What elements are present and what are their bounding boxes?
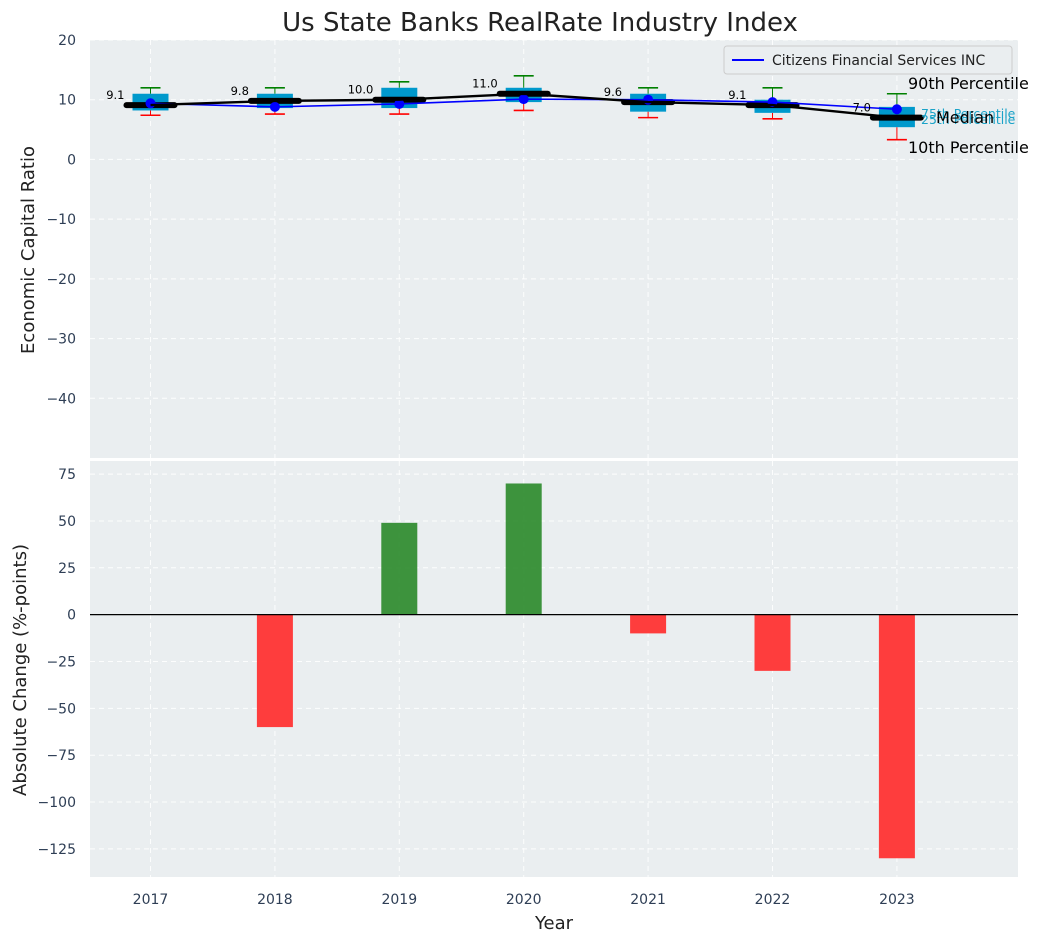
top-gridlines [90, 39, 1018, 458]
x-axis-title: Year [534, 913, 574, 934]
bottom-y-tick-label: 75 [58, 467, 76, 483]
change-bar-2023 [878, 614, 915, 859]
top-y-tick-label: −40 [46, 391, 76, 407]
median-label-2021: 9.6 [604, 85, 622, 99]
top-panel-background [90, 40, 1018, 458]
x-tick-label-2023: 2023 [879, 892, 915, 908]
top-y-tick-label: 20 [58, 33, 76, 49]
median-label-2023: 7.0 [853, 101, 871, 115]
bottom-y-tick-label: −100 [38, 795, 76, 811]
annotation-p90: 90th Percentile [908, 74, 1029, 93]
median-label-2017: 9.1 [106, 88, 124, 102]
median-label-2020: 11.0 [472, 77, 498, 91]
median-labels: 9.1 9.8 10.0 11.0 9.6 9.1 7.0 [106, 77, 871, 115]
top-y-tick-label: −10 [46, 212, 76, 228]
top-y-axis-title: Economic Capital Ratio [18, 146, 39, 354]
legend-box [723, 45, 1013, 75]
change-bar-2019 [381, 522, 418, 615]
annotation-p75: 75th Percentile [921, 106, 1016, 121]
change-bar-2018 [256, 614, 293, 728]
legend[interactable]: Citizens Financial Services INC [723, 45, 1013, 75]
x-tick-label-2018: 2018 [257, 892, 293, 908]
percentile-annotations: 90th Percentile 75th Percentile 25th Per… [908, 74, 1029, 157]
top-y-tick-label: −30 [46, 332, 76, 348]
bottom-y-tick-label: −125 [38, 842, 76, 858]
change-bars [256, 483, 915, 859]
legend-label: Citizens Financial Services INC [772, 53, 985, 69]
top-y-tick-labels: 20 10 0 −10 −20 −30 −40 [46, 33, 76, 407]
top-y-tick-label: 0 [67, 152, 76, 168]
top-panel: 20 10 0 −10 −20 −30 −40 9.1 9.8 10.0 11.0 9.6 9.1 7.… [18, 33, 1029, 458]
change-bar-2021 [630, 614, 667, 634]
bottom-panel: 75 50 25 0 −25 −50 −75 −100 −125 2017 2018 2019 202… [10, 461, 1018, 934]
x-tick-label-2017: 2017 [133, 892, 169, 908]
series-point-2020 [518, 94, 529, 105]
median-line [150, 92, 898, 119]
x-tick-label-2021: 2021 [630, 892, 666, 908]
median-label-2022: 9.1 [728, 88, 746, 102]
bottom-panel-background [90, 461, 1018, 877]
bottom-y-tick-label: 0 [67, 608, 76, 624]
annotation-p10: 10th Percentile [908, 138, 1029, 157]
chart-title: Us State Banks RealRate Industry Index [282, 8, 798, 38]
median-trend-line [150, 92, 898, 119]
top-y-tick-label: 10 [58, 93, 76, 109]
change-bar-2022 [754, 614, 791, 671]
median-label-2019: 10.0 [348, 83, 374, 97]
annotation-p25: 25th Percentile [921, 112, 1016, 127]
series-point-2019 [394, 98, 405, 109]
bottom-y-tick-label: 25 [58, 561, 76, 577]
x-tick-labels: 2017 2018 2019 2020 2021 2022 2023 [133, 892, 915, 908]
x-tick-label-2022: 2022 [755, 892, 791, 908]
annotation-median: Median [936, 108, 994, 127]
bottom-y-tick-label: −50 [46, 701, 76, 717]
top-y-tick-label: −20 [46, 272, 76, 288]
series-point-2023 [891, 104, 902, 115]
bottom-y-axis-title: Absolute Change (%-points) [10, 544, 31, 796]
bottom-y-tick-label: −75 [46, 748, 76, 764]
median-label-2018: 9.8 [231, 84, 249, 98]
bottom-y-tick-label: 50 [58, 514, 76, 530]
bottom-y-tick-label: −25 [46, 655, 76, 671]
series-point-2017 [145, 98, 156, 109]
change-bar-2020 [505, 483, 542, 615]
x-tick-label-2019: 2019 [381, 892, 417, 908]
bottom-y-tick-labels: 75 50 25 0 −25 −50 −75 −100 −125 [38, 467, 76, 858]
x-tick-label-2020: 2020 [506, 892, 542, 908]
series-point-2018 [269, 101, 280, 112]
